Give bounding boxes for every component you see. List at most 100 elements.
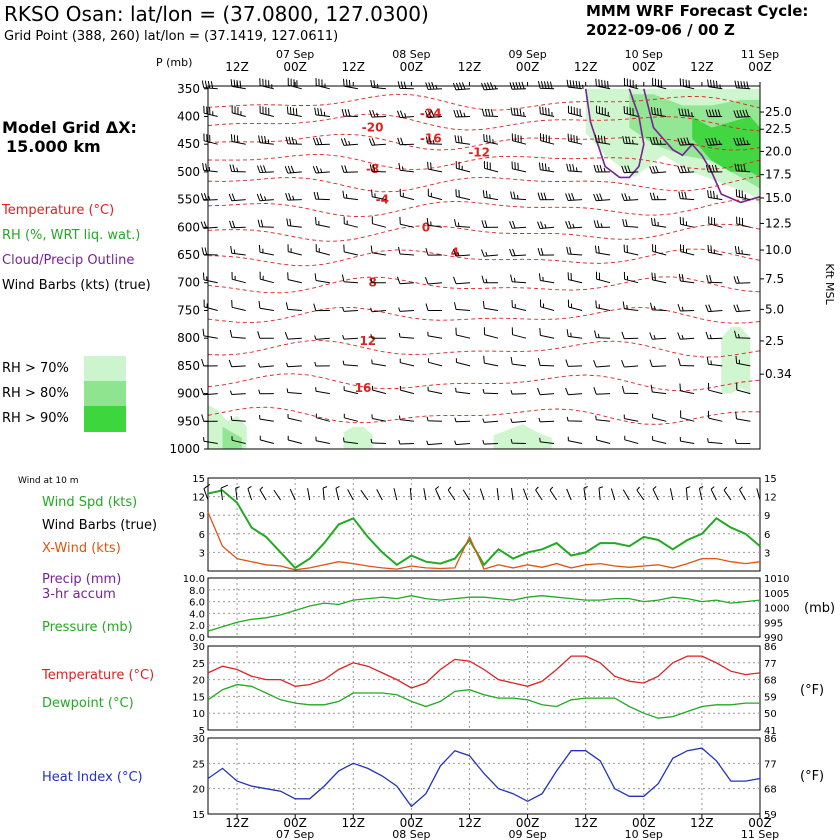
pressure-tick-label: 950 xyxy=(177,414,200,428)
surface-wind-barb xyxy=(322,486,328,501)
surface-wind-barb xyxy=(610,488,616,501)
wind-barb xyxy=(537,80,555,90)
surface-wind-barb xyxy=(462,489,470,501)
pressure-panel-frame xyxy=(207,577,761,638)
wind-barb xyxy=(596,435,611,444)
wind-barb xyxy=(426,416,443,422)
heat-ytick-label: 20 xyxy=(192,785,205,796)
surface-wind-barb xyxy=(535,486,543,501)
wind-barb xyxy=(481,220,499,228)
pressure-units-label: (mb) xyxy=(804,601,835,616)
wind-barb xyxy=(539,437,555,444)
wind-barb xyxy=(734,246,751,256)
wind-barb xyxy=(565,359,583,367)
surface-wind-barb xyxy=(360,489,369,501)
wind-barb xyxy=(287,244,302,256)
wind-barb xyxy=(258,135,274,145)
wind-barb xyxy=(370,334,386,339)
temperature-contour-label: -12 xyxy=(468,146,490,160)
wind-barb xyxy=(510,438,527,444)
date-label-bottom: 08 Sep xyxy=(392,828,430,840)
wind-barb xyxy=(565,220,583,229)
wind-barb xyxy=(677,165,695,174)
kft-tick-label: 25.0 xyxy=(765,105,792,119)
temperature-contour-label: -20 xyxy=(362,121,384,135)
pressure-y2tick-label: 990 xyxy=(764,633,783,644)
wind-barb xyxy=(621,360,639,368)
temperature-isotherm xyxy=(207,248,761,267)
wind-barb xyxy=(735,411,751,422)
surface-wind-barb xyxy=(409,487,412,501)
wind-barb xyxy=(567,105,583,117)
xsec-frame xyxy=(207,85,761,450)
time-tick-label-bottom: 12Z xyxy=(225,816,249,830)
wind-barb xyxy=(312,165,330,174)
temperature-isotherm xyxy=(207,113,761,132)
wind-barb xyxy=(649,332,667,340)
wind-barb xyxy=(286,106,302,117)
wind-barb xyxy=(454,302,471,311)
rh70-swatch xyxy=(84,356,126,381)
wind-barb xyxy=(399,188,415,201)
wind-barb xyxy=(594,245,611,256)
wind-barb xyxy=(707,438,723,444)
wind-barb xyxy=(368,138,386,146)
wind-barb xyxy=(481,275,499,284)
wind-barb xyxy=(202,272,218,284)
temperature-contour-label: -16 xyxy=(420,132,442,146)
legend-cloud: Cloud/Precip Outline xyxy=(2,253,135,268)
temperature-contour-label: -24 xyxy=(420,107,442,121)
wind-barb xyxy=(258,300,274,311)
wind-barb xyxy=(259,105,274,117)
wind-barb xyxy=(427,188,443,201)
heat-index-panel-frame xyxy=(207,737,761,815)
wind-barb xyxy=(258,244,274,256)
rh80-swatch xyxy=(84,381,126,406)
wind-barb xyxy=(399,386,415,395)
wind-barb xyxy=(624,435,639,444)
temperature-isotherm xyxy=(207,276,761,294)
wind-barb xyxy=(483,327,499,339)
wind-ytick-label: 9 xyxy=(199,511,205,522)
wind-barb xyxy=(680,244,695,256)
wind-barb xyxy=(566,246,583,256)
date-label-bottom: 11 Sep xyxy=(741,828,779,840)
surface-wind-barb xyxy=(598,486,604,501)
wind-barb xyxy=(567,436,583,444)
precip-ytick-label: 8.0 xyxy=(189,586,205,597)
date-label-top: 09 Sep xyxy=(508,48,546,61)
wind-barb-field xyxy=(200,77,751,446)
time-tick-label-bottom: 12Z xyxy=(690,816,714,830)
wind-barb xyxy=(396,110,414,119)
legend-rh70: RH > 70% xyxy=(2,361,69,376)
wind-barb xyxy=(259,271,274,284)
wind-barb xyxy=(593,164,611,173)
wind-barbs-label: Wind Barbs (true) xyxy=(42,518,157,533)
wind-barb xyxy=(595,415,611,422)
surface-wind-barb xyxy=(376,489,383,501)
wind-barb xyxy=(370,278,386,284)
wind-barb xyxy=(370,245,386,256)
wind-barb xyxy=(231,299,246,311)
wind-ytick-label: 12 xyxy=(192,493,205,504)
surface-wind-barb xyxy=(496,488,499,501)
wind-barb xyxy=(649,359,667,367)
time-tick-label-top: 00Z xyxy=(516,60,540,74)
wind-barb xyxy=(203,299,218,311)
wind-barb xyxy=(424,277,443,285)
wind-barb xyxy=(371,359,386,367)
wind-barb xyxy=(230,134,246,145)
surface-wind-barb xyxy=(220,484,228,501)
wind-barb xyxy=(342,307,358,312)
station-title: RKSO Osan: lat/lon = (37.0800, 127.0300) xyxy=(4,2,429,26)
wind-barb xyxy=(314,335,330,340)
wind-barb xyxy=(734,163,751,173)
date-label-top: 10 Sep xyxy=(625,48,663,61)
wind-barb xyxy=(426,440,443,446)
wind-barb xyxy=(202,328,218,339)
wind-barb xyxy=(566,329,583,339)
temp-ytick-label: 25 xyxy=(192,659,205,670)
temperature-label: Temperature (°C) xyxy=(41,668,154,683)
date-label-top: 07 Sep xyxy=(276,48,314,61)
wind-speed-line xyxy=(207,489,761,570)
